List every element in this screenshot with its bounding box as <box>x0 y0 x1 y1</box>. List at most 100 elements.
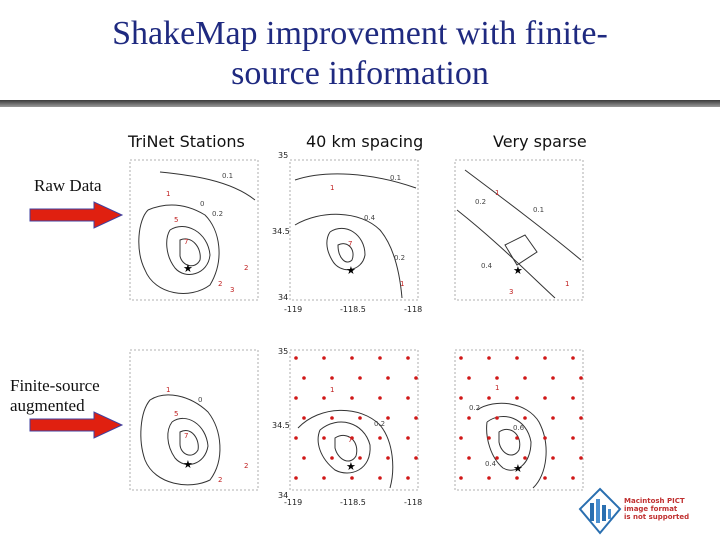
map-frame <box>129 159 259 301</box>
map-frame <box>289 159 419 301</box>
station-dot <box>467 376 471 380</box>
x-tick-label: -118 <box>404 305 422 314</box>
station-value: 2 <box>218 280 222 288</box>
station-dot <box>378 476 382 480</box>
station-dot <box>386 416 390 420</box>
contour-label-04: 0.4 <box>481 262 493 270</box>
station-dot <box>322 436 326 440</box>
station-value: 7 <box>348 436 352 444</box>
station-value: 7 <box>184 238 188 246</box>
contour-label-04: 0.4 <box>364 214 376 222</box>
contour-label-02: 0.2 <box>475 198 486 206</box>
station-value: 5 <box>174 216 178 224</box>
station-dot <box>350 436 354 440</box>
epicenter-star-icon: ★ <box>513 264 523 277</box>
station-dot <box>487 436 491 440</box>
epicenter-star-icon: ★ <box>183 458 193 471</box>
station-dot <box>358 376 362 380</box>
column-header-40km: 40 km spacing <box>306 132 424 151</box>
station-dot <box>358 416 362 420</box>
panel-trinet-raw: 0.1 0.2 1 0 5 7 2 2 3 ★ <box>129 159 259 301</box>
station-dot <box>571 396 575 400</box>
slide-title-line2: source information <box>231 55 489 92</box>
station-value: 1 <box>330 184 334 192</box>
map-frame <box>129 349 259 491</box>
station-dot <box>571 436 575 440</box>
epicenter-star-icon: ★ <box>183 262 193 275</box>
station-value: 3 <box>230 286 234 294</box>
station-value: 1 <box>166 190 170 198</box>
contour-label-02: 0.2 <box>394 254 405 262</box>
contour-label-02: 0.2 <box>212 210 223 218</box>
station-value: 7 <box>348 240 352 248</box>
station-dot <box>487 476 491 480</box>
station-dot <box>515 356 519 360</box>
station-dot <box>406 396 410 400</box>
station-dot <box>330 416 334 420</box>
station-dot <box>414 456 418 460</box>
epicenter-star-icon: ★ <box>346 460 356 473</box>
station-dot <box>302 416 306 420</box>
panel-sparse-raw: 0.1 0.2 0.4 1 1 3 ★ <box>454 159 584 301</box>
station-dot <box>330 456 334 460</box>
station-dot <box>551 456 555 460</box>
contour-label-02: 0.2 <box>469 404 480 412</box>
station-dot <box>487 356 491 360</box>
station-dot <box>302 456 306 460</box>
station-dot <box>322 476 326 480</box>
y-tick-label: 34.5 <box>272 227 290 236</box>
station-dot <box>386 376 390 380</box>
station-dot <box>350 476 354 480</box>
station-dot <box>571 476 575 480</box>
contour-label-06: 0.6 <box>513 424 525 432</box>
station-value: 1 <box>400 280 404 288</box>
station-dot <box>406 356 410 360</box>
macintosh-pict-icon <box>578 487 622 535</box>
map-frame <box>289 349 419 491</box>
y-tick-label: 34 <box>278 491 288 500</box>
row-label-augmented-line2: augmented <box>10 396 85 415</box>
station-dot <box>579 456 583 460</box>
station-dot <box>523 416 527 420</box>
station-value: 0 <box>198 396 202 404</box>
station-dot <box>523 456 527 460</box>
slide-title: ShakeMap improvement with finite- source… <box>0 14 720 94</box>
station-dot <box>543 356 547 360</box>
x-tick-label: -119 <box>284 498 302 507</box>
station-dot <box>322 396 326 400</box>
station-dot <box>495 416 499 420</box>
station-dot <box>294 396 298 400</box>
station-dot <box>459 356 463 360</box>
station-dot <box>378 396 382 400</box>
station-dot <box>543 396 547 400</box>
station-value: 5 <box>174 410 178 418</box>
panel-40km-raw: 0.1 0.4 0.2 1 7 1 ★ 35 34.5 34 -119 -118… <box>272 151 422 314</box>
x-tick-label: -118.5 <box>340 305 366 314</box>
contour-label-01: 0.1 <box>390 174 401 182</box>
row-label-augmented-line1: Finite-source <box>10 376 100 395</box>
station-dot <box>579 416 583 420</box>
station-dot <box>322 356 326 360</box>
contour-label-01: 0.1 <box>222 172 233 180</box>
map-frame <box>454 349 584 491</box>
station-value: 2 <box>218 476 222 484</box>
station-value: 1 <box>166 386 170 394</box>
pict-text-line1: Macintosh PICT <box>624 497 685 505</box>
pict-text-line3: is not supported <box>624 513 690 521</box>
map-frame <box>454 159 584 301</box>
y-tick-label: 34.5 <box>272 421 290 430</box>
station-value: 2 <box>244 462 248 470</box>
station-dot <box>414 376 418 380</box>
station-value: 1 <box>495 384 499 392</box>
panel-40km-augmented: 0.2 1 7 ★ 35 34.5 34 -119 -118.5 -118 <box>272 347 422 507</box>
station-dot <box>487 396 491 400</box>
row-label-raw: Raw Data <box>34 176 102 196</box>
raw-arrow-icon <box>29 201 124 229</box>
station-value: 0 <box>200 200 204 208</box>
station-dot <box>330 376 334 380</box>
station-dot <box>378 356 382 360</box>
x-tick-label: -118.5 <box>340 498 366 507</box>
station-dot <box>543 436 547 440</box>
epicenter-star-icon: ★ <box>513 462 523 475</box>
